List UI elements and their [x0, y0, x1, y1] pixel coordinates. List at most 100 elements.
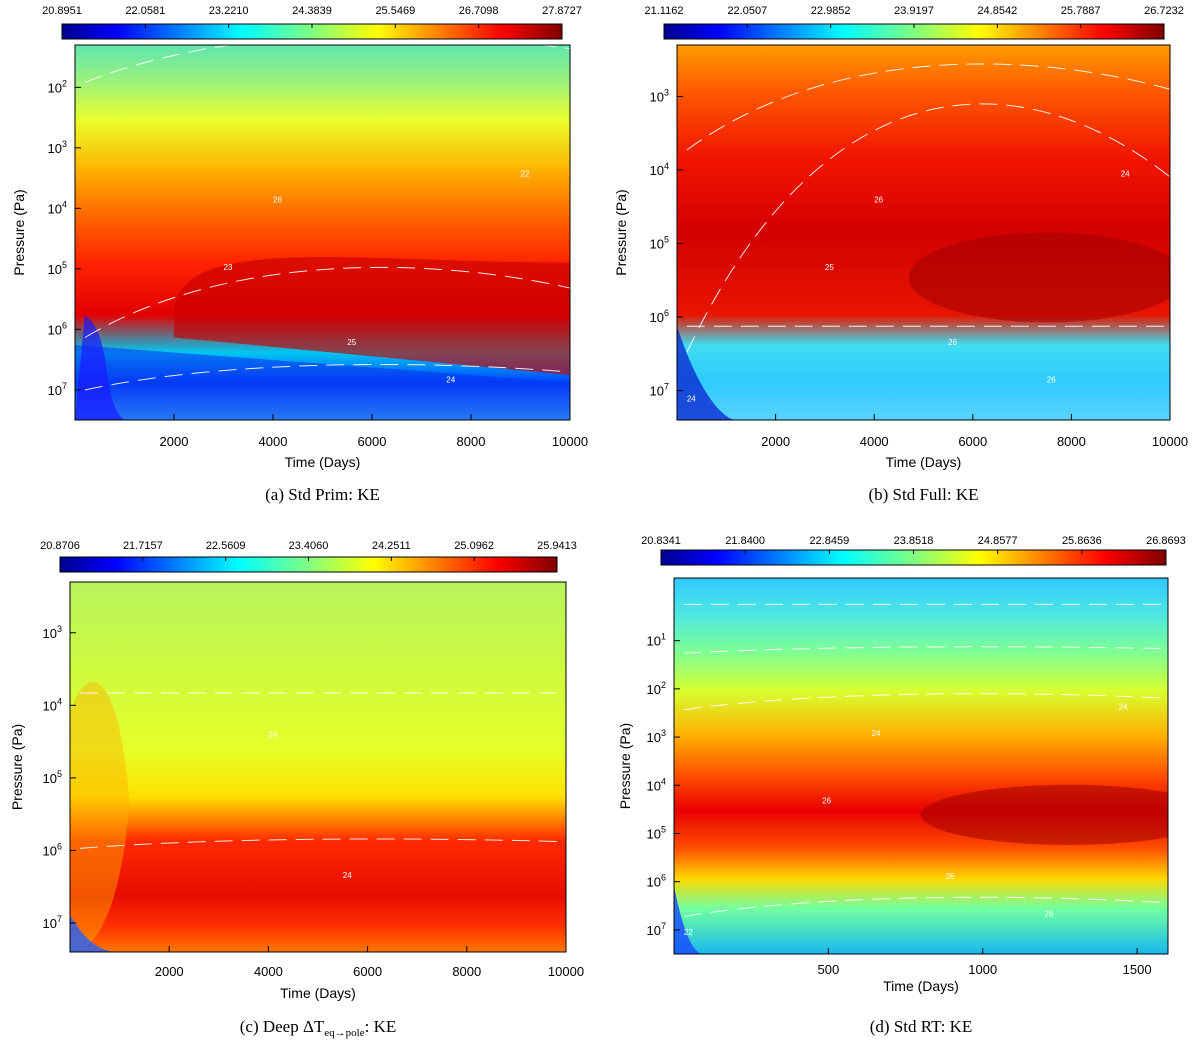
y-tick-label: 102	[647, 680, 666, 697]
heatmap-background	[674, 578, 1168, 954]
colorbar-tick-label: 23.9197	[894, 5, 934, 17]
y-tick-exponent: 7	[661, 921, 666, 931]
x-tick-label: 6000	[958, 434, 987, 449]
x-tick-label: 8000	[1057, 434, 1086, 449]
y-tick-base: 10	[43, 698, 57, 713]
colorbar-tick-label: 23.2210	[209, 5, 249, 17]
colorbar-tick-label: 25.7887	[1061, 5, 1101, 17]
heatmap-field	[677, 45, 1170, 420]
contour-label: 26	[948, 338, 957, 347]
panel-caption: (a) Std Prim: KE	[265, 485, 380, 504]
core-jet-region	[174, 257, 570, 375]
y-tick-base: 10	[48, 201, 62, 216]
y-tick-base: 10	[650, 310, 664, 325]
y-tick-base: 10	[647, 923, 661, 938]
x-axis-label: Time (Days)	[280, 985, 356, 1001]
y-tick-base: 10	[48, 80, 62, 95]
y-tick-base: 10	[48, 262, 62, 277]
contour-label: 24	[343, 871, 352, 880]
contour-label: 24	[446, 376, 455, 385]
core-jet-region	[921, 784, 1168, 845]
x-tick-label: 500	[818, 962, 840, 977]
y-tick-base: 10	[43, 843, 57, 858]
y-tick-label: 104	[647, 776, 666, 793]
y-tick-exponent: 5	[62, 260, 67, 270]
y-tick-base: 10	[650, 237, 664, 252]
contour-label: 24	[1121, 169, 1130, 178]
y-axis-label: Pressure (Pa)	[613, 189, 629, 275]
plot-frame	[69, 581, 567, 953]
contour-line	[84, 266, 570, 338]
x-tick-label: 4000	[259, 434, 288, 449]
y-tick-label: 105	[43, 769, 62, 786]
colorbar-tick-label: 24.3839	[292, 5, 332, 17]
y-tick-base: 10	[647, 730, 661, 745]
y-tick-label: 104	[48, 199, 67, 216]
x-tick-label: 10000	[548, 964, 584, 979]
y-tick-exponent: 3	[62, 139, 67, 149]
contour-line	[84, 45, 570, 83]
y-tick-exponent: 2	[62, 78, 67, 88]
y-tick-label: 107	[48, 381, 67, 398]
contour-label: 26	[822, 797, 831, 806]
contour-label: 24	[268, 730, 277, 739]
panel-caption: (b) Std Full: KE	[868, 485, 978, 504]
colorbar-tick-label: 22.0581	[125, 5, 165, 17]
y-tick-exponent: 5	[661, 824, 666, 834]
y-tick-exponent: 5	[664, 235, 669, 245]
colorbar-tick-label: 23.4060	[289, 540, 329, 552]
colorbar-tick-label: 25.0962	[454, 540, 494, 552]
y-tick-base: 10	[43, 626, 57, 641]
plot-frame	[676, 44, 1171, 421]
y-tick-base: 10	[48, 322, 62, 337]
x-tick-label: 2000	[155, 964, 184, 979]
contour-line	[683, 646, 1168, 654]
x-axis-label: Time (Days)	[883, 978, 959, 994]
y-tick-label: 104	[43, 696, 62, 713]
contour-label: 26	[946, 872, 955, 881]
low-ke-corner	[674, 886, 704, 954]
contour-label: 26	[1047, 376, 1056, 385]
x-axis-label: Time (Days)	[285, 454, 361, 470]
colorbar-tick-label: 22.8459	[809, 535, 849, 547]
contour-line	[84, 364, 570, 391]
colorbar-tick-label: 24.8577	[978, 535, 1018, 547]
low-ke-corner	[70, 915, 120, 952]
y-tick-exponent: 2	[661, 680, 666, 690]
y-tick-base: 10	[647, 778, 661, 793]
x-tick-label: 8000	[457, 434, 486, 449]
x-tick-label: 8000	[452, 964, 481, 979]
x-tick-label: 10000	[552, 434, 588, 449]
colorbar-tick-label: 25.8636	[1062, 535, 1102, 547]
colorbar-tick-label: 26.8693	[1146, 535, 1186, 547]
y-tick-exponent: 5	[57, 769, 62, 779]
contour-line	[683, 693, 1168, 711]
y-tick-exponent: 7	[62, 381, 67, 391]
y-tick-base: 10	[48, 383, 62, 398]
heatmap-field	[70, 582, 566, 952]
x-tick-label: 1500	[1123, 962, 1152, 977]
caption-main: (c) Deep ΔT	[240, 1017, 325, 1036]
colorbar-tick-label: 21.8400	[725, 535, 765, 547]
contour-line	[683, 896, 1168, 917]
colorbar-tick-label: 22.9852	[811, 5, 851, 17]
y-tick-exponent: 6	[664, 308, 669, 318]
x-tick-label: 2000	[160, 434, 189, 449]
colorbar-tick-label: 21.1162	[645, 5, 684, 17]
colorbar-tick-label: 25.9413	[537, 540, 577, 552]
heatmap-field	[75, 45, 570, 420]
heatmap-field	[674, 578, 1168, 954]
contour-line	[686, 103, 1170, 353]
y-tick-exponent: 6	[62, 320, 67, 330]
contour-label: 26	[1045, 909, 1054, 918]
y-tick-label: 106	[650, 308, 669, 325]
y-tick-label: 103	[650, 87, 669, 104]
colorbar-tick-label: 24.8542	[977, 5, 1017, 17]
contour-label: 22	[684, 928, 693, 937]
y-tick-label: 107	[650, 382, 669, 399]
contour-label: 23	[224, 263, 233, 272]
x-tick-label: 6000	[358, 434, 387, 449]
y-axis-label: Pressure (Pa)	[11, 189, 27, 275]
colorbar-tick-label: 27.8727	[542, 5, 582, 17]
y-tick-label: 103	[48, 139, 67, 156]
